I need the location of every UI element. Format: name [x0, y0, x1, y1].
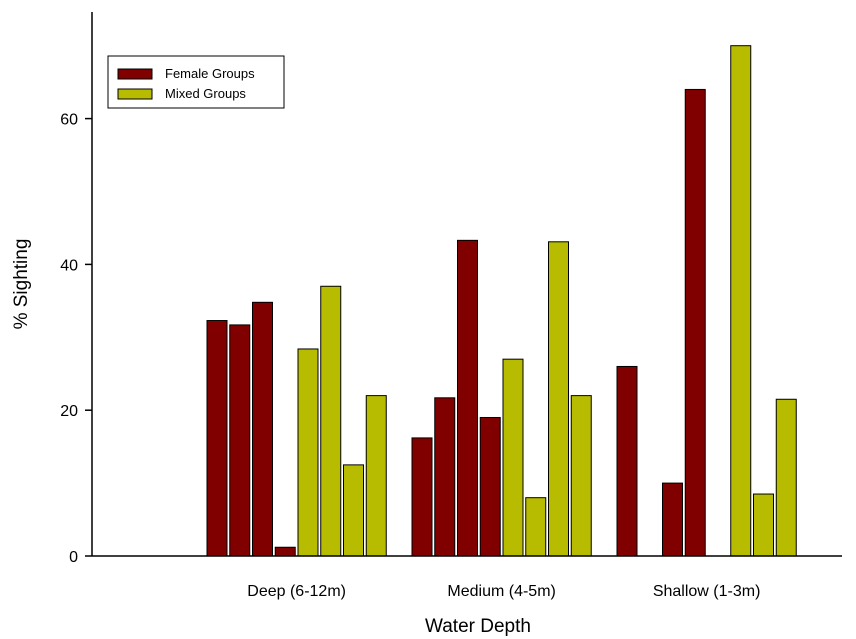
legend-swatch-female-groups — [117, 68, 153, 80]
bar-mixed-groups — [502, 358, 524, 557]
x-category-label: Shallow (1-3m) — [653, 583, 761, 600]
bar-female-groups — [252, 301, 273, 557]
bar-mixed-groups — [730, 45, 752, 557]
y-tick-label: 20 — [60, 403, 78, 420]
bar-female-groups — [616, 365, 638, 557]
bar-mixed-groups — [320, 285, 342, 557]
legend: Female Groups Mixed Groups — [107, 55, 285, 109]
bar-mixed-groups — [297, 348, 319, 557]
bar-female-groups — [229, 324, 251, 557]
bar-mixed-groups — [525, 497, 547, 557]
y-tick-label: 40 — [60, 257, 78, 274]
bar-female-groups — [434, 397, 456, 557]
bar-female-groups — [206, 320, 228, 557]
y-tick-label: 60 — [60, 112, 78, 129]
x-category-label: Deep (6-12m) — [247, 583, 346, 600]
legend-label-mixed-groups: Mixed Groups — [165, 86, 246, 101]
bar-female-groups — [662, 482, 683, 557]
bar-mixed-groups — [753, 493, 774, 557]
y-tick-label: 0 — [69, 549, 78, 566]
y-axis-label: % Sighting — [11, 239, 32, 330]
bar-mixed-groups — [775, 398, 797, 557]
bar-mixed-groups — [343, 464, 364, 557]
bar-mixed-groups — [365, 395, 387, 557]
bar-female-groups — [274, 546, 296, 557]
bar-mixed-groups — [570, 395, 592, 557]
y-axis-ticks: 0 20 40 60 — [60, 112, 92, 566]
x-category-label: Medium (4-5m) — [447, 583, 555, 600]
x-axis-label: Water Depth — [425, 616, 531, 637]
legend-swatch-mixed-groups — [117, 88, 153, 100]
bar-mixed-groups — [548, 241, 569, 557]
bar-female-groups — [411, 437, 433, 557]
bar-female-groups — [457, 239, 478, 557]
bar-female-groups — [479, 416, 501, 557]
bar-female-groups — [684, 88, 706, 557]
legend-label-female-groups: Female Groups — [165, 66, 255, 81]
x-axis-categories: Deep (6-12m) Medium (4-5m) Shallow (1-3m) — [247, 583, 760, 600]
bars-layer — [206, 45, 797, 557]
